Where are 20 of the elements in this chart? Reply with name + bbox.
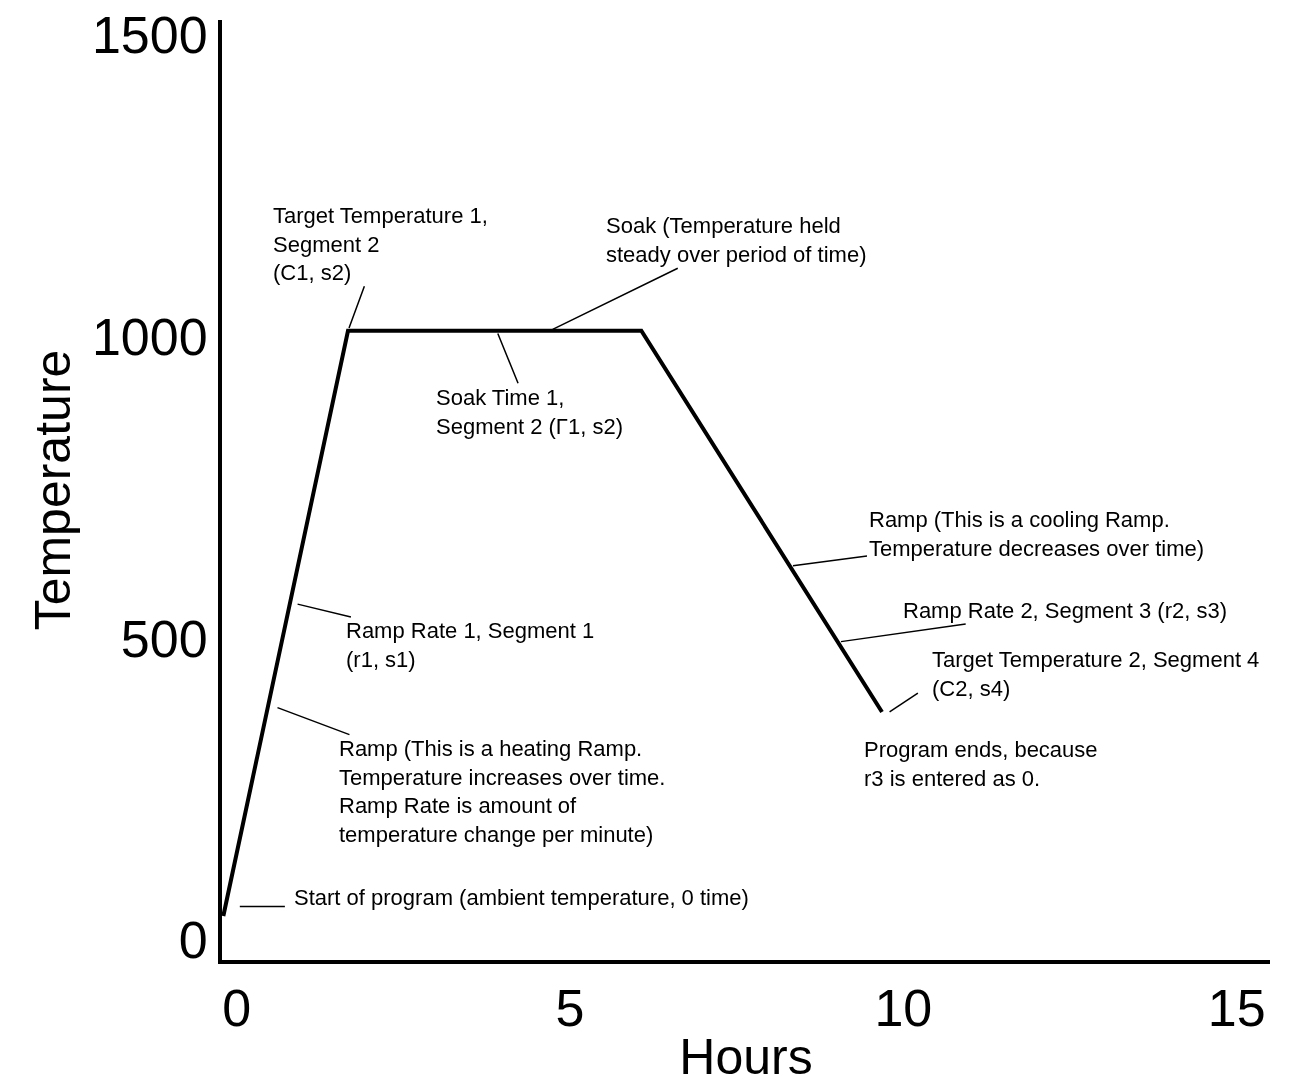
annotation: Target Temperature 1, Segment 2 (C1, s2) <box>273 203 488 286</box>
y-tick-label: 1000 <box>91 307 208 366</box>
y-axis-title: Temperature <box>25 349 82 631</box>
annotation: Start of program (ambient temperature, 0 time) <box>294 885 749 910</box>
annotation: Soak (Temperature held steady over period of time) <box>606 213 867 267</box>
annotation: Target Temperature 2, Segment 4 (C2, s4) <box>932 647 1260 701</box>
x-tick-label: 0 <box>222 979 252 1038</box>
x-tick-label: 10 <box>874 979 933 1038</box>
x-axis-title: Hours <box>679 1029 813 1086</box>
y-tick-label: 0 <box>178 911 208 970</box>
annotation: Ramp Rate 1, Segment 1 (r1, s1) <box>346 618 595 672</box>
annotation: Ramp (This is a cooling Ramp. Temperature decreases over time) <box>869 507 1205 561</box>
annotation: Ramp Rate 2, Segment 3 (r2, s3) <box>903 598 1228 623</box>
y-tick-label: 1500 <box>91 6 208 65</box>
annotation: Program ends, because r3 is entered as 0. <box>864 737 1098 791</box>
x-tick-label: 15 <box>1207 979 1266 1038</box>
x-tick-label: 5 <box>555 979 585 1038</box>
annotation: Soak Time 1, Segment 2 (Γ1, s2) <box>436 385 623 439</box>
annotation: Ramp (This is a heating Ramp. Temperature increases over time. Ramp Rate is amount of temperature change per minute) <box>339 736 666 847</box>
y-tick-label: 500 <box>120 609 208 668</box>
